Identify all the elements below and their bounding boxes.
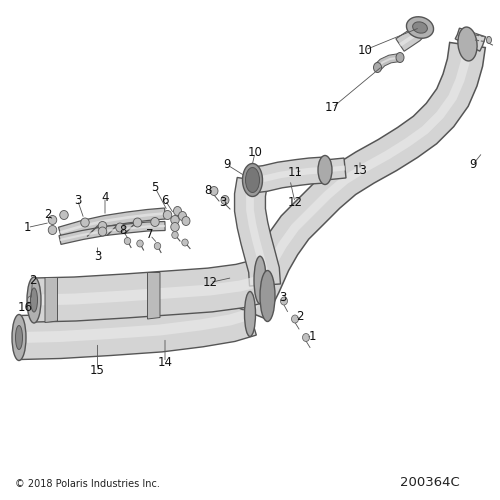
Text: 3: 3: [279, 291, 286, 304]
Polygon shape: [20, 293, 256, 360]
Polygon shape: [58, 208, 166, 238]
Ellipse shape: [182, 216, 190, 226]
Ellipse shape: [246, 168, 260, 192]
Text: 3: 3: [94, 250, 101, 262]
Text: 200364C: 200364C: [400, 476, 460, 489]
Ellipse shape: [254, 256, 266, 304]
Ellipse shape: [458, 27, 477, 61]
Ellipse shape: [171, 216, 179, 224]
Ellipse shape: [182, 239, 188, 246]
Polygon shape: [60, 212, 165, 234]
Ellipse shape: [374, 62, 382, 72]
Polygon shape: [59, 222, 165, 244]
Ellipse shape: [151, 218, 159, 226]
Ellipse shape: [30, 288, 38, 312]
Text: 17: 17: [325, 101, 340, 114]
Ellipse shape: [12, 314, 26, 360]
Text: 2: 2: [44, 208, 52, 222]
Text: 2: 2: [29, 274, 36, 286]
Polygon shape: [234, 178, 281, 286]
Ellipse shape: [486, 36, 492, 44]
Polygon shape: [35, 276, 262, 306]
Text: 10: 10: [358, 44, 372, 57]
Text: 2: 2: [296, 310, 304, 322]
Ellipse shape: [98, 227, 107, 236]
Ellipse shape: [124, 238, 131, 244]
Text: 1: 1: [24, 221, 31, 234]
Ellipse shape: [244, 292, 256, 337]
Text: 8: 8: [204, 184, 211, 196]
Text: 9: 9: [469, 158, 476, 172]
Ellipse shape: [137, 240, 143, 247]
Ellipse shape: [171, 222, 179, 232]
Ellipse shape: [81, 218, 89, 227]
Text: 3: 3: [74, 194, 81, 206]
Polygon shape: [455, 28, 486, 51]
Ellipse shape: [302, 334, 310, 342]
Text: 1: 1: [309, 330, 316, 342]
Text: 11: 11: [288, 166, 302, 179]
Text: 7: 7: [146, 228, 154, 241]
Polygon shape: [377, 56, 400, 68]
Text: 3: 3: [219, 196, 226, 209]
Ellipse shape: [28, 296, 34, 304]
Ellipse shape: [292, 315, 298, 323]
Polygon shape: [20, 308, 252, 343]
Ellipse shape: [60, 210, 68, 220]
Polygon shape: [464, 32, 476, 46]
Ellipse shape: [133, 218, 142, 227]
Polygon shape: [234, 42, 486, 319]
Ellipse shape: [27, 277, 41, 323]
Polygon shape: [325, 166, 345, 172]
Polygon shape: [252, 167, 325, 183]
Ellipse shape: [178, 212, 186, 220]
Polygon shape: [374, 54, 400, 70]
Text: 12: 12: [202, 276, 218, 289]
Text: 6: 6: [161, 194, 169, 206]
Ellipse shape: [48, 216, 57, 224]
Text: 16: 16: [18, 301, 32, 314]
Text: 10: 10: [248, 146, 262, 159]
Text: 9: 9: [224, 158, 231, 172]
Ellipse shape: [260, 270, 275, 322]
Text: © 2018 Polaris Industries Inc.: © 2018 Polaris Industries Inc.: [15, 479, 160, 489]
Text: 14: 14: [158, 356, 172, 369]
Ellipse shape: [210, 186, 218, 196]
Ellipse shape: [318, 156, 332, 184]
Ellipse shape: [242, 164, 262, 196]
Ellipse shape: [280, 297, 287, 305]
Polygon shape: [34, 260, 266, 322]
Ellipse shape: [406, 17, 434, 38]
Text: 4: 4: [101, 191, 109, 204]
Ellipse shape: [174, 206, 182, 216]
Polygon shape: [246, 44, 472, 314]
Ellipse shape: [16, 326, 22, 349]
Text: 5: 5: [152, 181, 158, 194]
Polygon shape: [246, 180, 269, 286]
Ellipse shape: [98, 222, 107, 230]
Ellipse shape: [412, 22, 428, 33]
Polygon shape: [148, 272, 160, 319]
Ellipse shape: [48, 226, 57, 234]
Polygon shape: [396, 24, 426, 51]
Polygon shape: [399, 28, 421, 46]
Ellipse shape: [163, 210, 172, 220]
Text: 13: 13: [352, 164, 368, 176]
Polygon shape: [251, 157, 326, 193]
Text: 8: 8: [119, 224, 126, 236]
Ellipse shape: [396, 52, 404, 62]
Polygon shape: [324, 158, 346, 180]
Text: 12: 12: [288, 196, 302, 209]
Polygon shape: [45, 278, 58, 322]
Polygon shape: [60, 225, 165, 241]
Ellipse shape: [221, 196, 229, 204]
Ellipse shape: [172, 232, 178, 238]
Ellipse shape: [154, 242, 161, 250]
Text: 15: 15: [90, 364, 105, 376]
Ellipse shape: [116, 223, 124, 232]
